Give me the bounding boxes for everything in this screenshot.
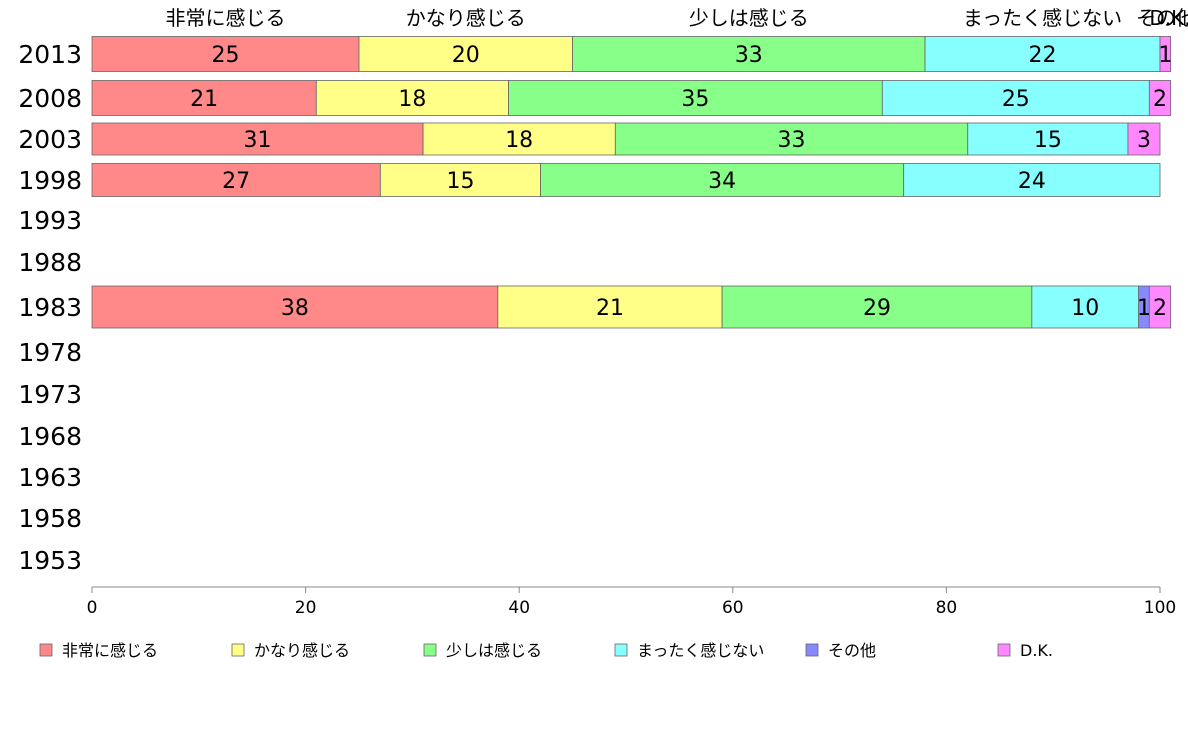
- bar-segment: [315, 80, 509, 116]
- bar-value-label: 25: [212, 43, 240, 68]
- bar-value-label: 31: [244, 128, 272, 153]
- legend-label: 少しは感じる: [446, 641, 542, 660]
- bar-segment: [91, 80, 317, 116]
- x-tick-label: 60: [722, 598, 744, 618]
- bar-value-label: 20: [452, 43, 480, 68]
- year-axis-labels: 2013 2008 2003 1998 1993 1988 1983 1978 1973 1968…: [18, 40, 82, 575]
- legend-label: その他: [828, 641, 876, 660]
- bar-value-label: 3: [1137, 128, 1151, 153]
- year-label: 1998: [18, 166, 82, 195]
- x-axis: 0 20 40 60 80 100: [87, 586, 1176, 618]
- bar-value-label: 34: [708, 169, 736, 194]
- year-label: 1983: [18, 293, 82, 322]
- bar-segment: [508, 80, 883, 116]
- bar-segment: [967, 122, 1129, 156]
- legend-label: まったく感じない: [637, 641, 764, 660]
- year-label: 1978: [18, 338, 82, 367]
- year-label: 2003: [18, 125, 82, 154]
- bar-value-label: 1: [1158, 43, 1172, 68]
- bar-value-label: 21: [190, 87, 218, 112]
- bar-segment: [540, 163, 905, 197]
- year-label: 1953: [18, 546, 82, 575]
- legend-label: かなり感じる: [254, 641, 350, 660]
- legend: 非常に感じる かなり感じる 少しは感じる まったく感じない その他 D.K.: [39, 641, 1053, 660]
- year-label: 2013: [18, 40, 82, 69]
- bar-segment: [379, 163, 541, 197]
- legend-swatch: [997, 643, 1011, 657]
- bar-value-label: 29: [863, 296, 891, 321]
- year-label: 1958: [18, 504, 82, 533]
- bar-value-label: 18: [505, 128, 533, 153]
- bar-segment: [91, 36, 360, 72]
- bar-segment: [422, 122, 616, 156]
- year-label: 1973: [18, 380, 82, 409]
- bar-value-label: 33: [735, 43, 763, 68]
- legend-swatch: [614, 643, 628, 657]
- bar-segment: [1148, 80, 1172, 116]
- top-category-label: D.K.: [1149, 6, 1188, 30]
- bar-value-label: 35: [681, 87, 709, 112]
- bar-value-label: 2: [1153, 87, 1167, 112]
- bar-segment: [1159, 36, 1172, 72]
- bar-segment: [614, 122, 969, 156]
- year-label: 1993: [18, 206, 82, 235]
- bar-segment: [572, 36, 926, 72]
- year-label: 1968: [18, 422, 82, 451]
- bar-value-label: 10: [1071, 296, 1099, 321]
- top-category-label: 非常に感じる: [166, 6, 286, 30]
- bar-value-label: 2: [1153, 296, 1167, 321]
- bar-value-label: 15: [1034, 128, 1062, 153]
- x-tick-label: 0: [87, 598, 98, 618]
- year-label: 1963: [18, 463, 82, 492]
- bar-value-label: 1: [1137, 296, 1151, 321]
- top-category-label: まったく感じない: [963, 6, 1122, 30]
- bar-segment: [358, 36, 574, 72]
- bar-value-label: 25: [1002, 87, 1030, 112]
- bar-value-label: 21: [596, 296, 624, 321]
- x-tick-label: 80: [936, 598, 958, 618]
- bar-segment: [497, 285, 723, 329]
- bar-value-label: 27: [222, 169, 250, 194]
- x-tick-label: 20: [295, 598, 317, 618]
- bar-segment: [91, 285, 499, 329]
- bar-value-label: 15: [446, 169, 474, 194]
- bar-value-label: 22: [1029, 43, 1057, 68]
- bar-segment: [721, 285, 1033, 329]
- bar-segment: [881, 80, 1150, 116]
- bar-value-label: 24: [1018, 169, 1046, 194]
- bar-value-label: 18: [398, 87, 426, 112]
- year-label: 1988: [18, 248, 82, 277]
- legend-swatch: [39, 643, 53, 657]
- bar-value-label: 38: [281, 296, 309, 321]
- x-tick-label: 100: [1144, 598, 1176, 618]
- bar-segment: [1127, 122, 1161, 156]
- bar-segment: [1148, 285, 1172, 329]
- top-category-label: かなり感じる: [406, 6, 526, 30]
- bar-segment: [91, 163, 381, 197]
- x-tick-label: 40: [508, 598, 530, 618]
- legend-label: 非常に感じる: [62, 641, 158, 660]
- legend-label: D.K.: [1020, 641, 1053, 660]
- bar-segment: [903, 163, 1161, 197]
- bar-segment: [1031, 285, 1140, 329]
- legend-swatch: [805, 643, 819, 657]
- bar-segment: [924, 36, 1161, 72]
- legend-swatch: [231, 643, 245, 657]
- top-category-label: 少しは感じる: [689, 6, 809, 30]
- top-category-label: その他: [1136, 6, 1188, 30]
- year-label: 2008: [18, 84, 82, 113]
- bar-value-label: 33: [778, 128, 806, 153]
- legend-swatch: [423, 643, 437, 657]
